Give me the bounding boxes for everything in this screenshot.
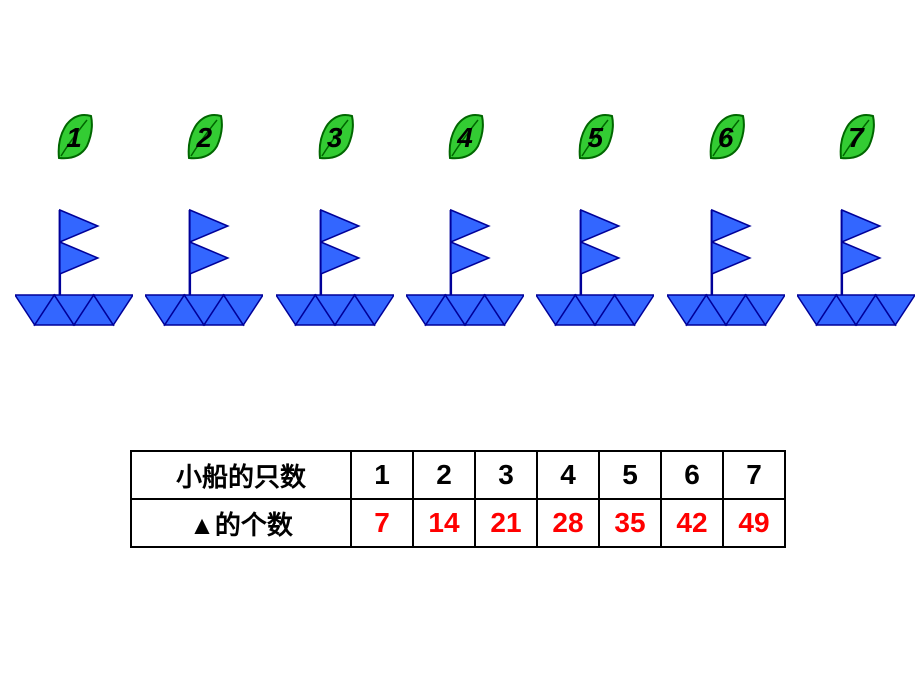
header-cell: 3: [475, 451, 537, 499]
boat-icon: [276, 190, 394, 335]
row2-label: ▲的个数: [131, 499, 351, 547]
value-cell: 21: [475, 499, 537, 547]
leaf-number: 7: [848, 122, 864, 154]
header-cell: 6: [661, 451, 723, 499]
leaf-number: 4: [457, 122, 473, 154]
leaf-number: 6: [718, 122, 734, 154]
value-cell: 49: [723, 499, 785, 547]
leaf-icon: 3: [310, 110, 360, 165]
boat-unit: 3: [276, 110, 394, 335]
leaf-icon: 4: [440, 110, 490, 165]
leaf-icon: 1: [49, 110, 99, 165]
header-cell: 2: [413, 451, 475, 499]
boat-icon: [145, 190, 263, 335]
boat-unit: 7: [797, 110, 915, 335]
boat-icon: [536, 190, 654, 335]
boat-unit: 1: [15, 110, 133, 335]
leaf-icon: 7: [831, 110, 881, 165]
data-table-container: 小船的只数 1 2 3 4 5 6 7 ▲的个数 7 14 21 28 35 4…: [130, 450, 786, 548]
boat-icon: [15, 190, 133, 335]
leaf-number: 2: [197, 122, 213, 154]
header-cell: 5: [599, 451, 661, 499]
boats-row: 1 2 3 4 5 6 7: [15, 110, 915, 335]
boat-unit: 6: [667, 110, 785, 335]
boat-unit: 2: [145, 110, 263, 335]
table-row: ▲的个数 7 14 21 28 35 42 49: [131, 499, 785, 547]
boat-icon: [797, 190, 915, 335]
header-cell: 1: [351, 451, 413, 499]
leaf-icon: 5: [570, 110, 620, 165]
value-cell: 14: [413, 499, 475, 547]
boat-icon: [667, 190, 785, 335]
triangle-count-table: 小船的只数 1 2 3 4 5 6 7 ▲的个数 7 14 21 28 35 4…: [130, 450, 786, 548]
value-cell: 42: [661, 499, 723, 547]
table-row: 小船的只数 1 2 3 4 5 6 7: [131, 451, 785, 499]
leaf-icon: 6: [701, 110, 751, 165]
header-cell: 4: [537, 451, 599, 499]
header-cell: 7: [723, 451, 785, 499]
value-cell: 28: [537, 499, 599, 547]
boat-icon: [406, 190, 524, 335]
leaf-number: 3: [327, 122, 343, 154]
leaf-number: 1: [66, 122, 82, 154]
row1-label: 小船的只数: [131, 451, 351, 499]
value-cell: 35: [599, 499, 661, 547]
leaf-icon: 2: [179, 110, 229, 165]
leaf-number: 5: [588, 122, 604, 154]
boat-unit: 4: [406, 110, 524, 335]
boat-unit: 5: [536, 110, 654, 335]
value-cell: 7: [351, 499, 413, 547]
